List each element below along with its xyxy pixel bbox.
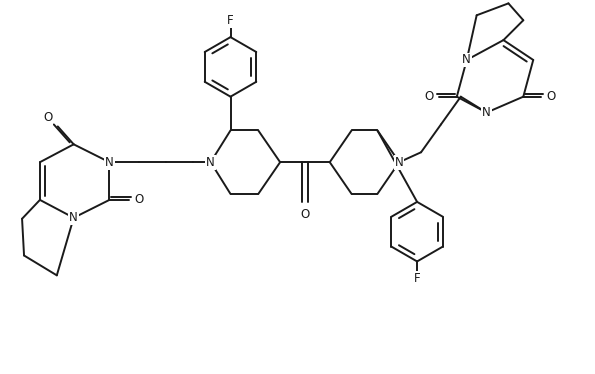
Text: N: N xyxy=(395,156,403,169)
Text: N: N xyxy=(69,211,78,224)
Text: O: O xyxy=(134,193,144,206)
Text: O: O xyxy=(43,111,52,124)
Text: O: O xyxy=(300,208,309,221)
Text: F: F xyxy=(227,14,234,27)
Text: F: F xyxy=(414,272,421,285)
Text: N: N xyxy=(105,156,114,169)
Text: N: N xyxy=(482,106,491,119)
Text: O: O xyxy=(424,90,434,103)
Text: O: O xyxy=(546,90,556,103)
Text: N: N xyxy=(462,53,471,67)
Text: N: N xyxy=(206,156,215,169)
